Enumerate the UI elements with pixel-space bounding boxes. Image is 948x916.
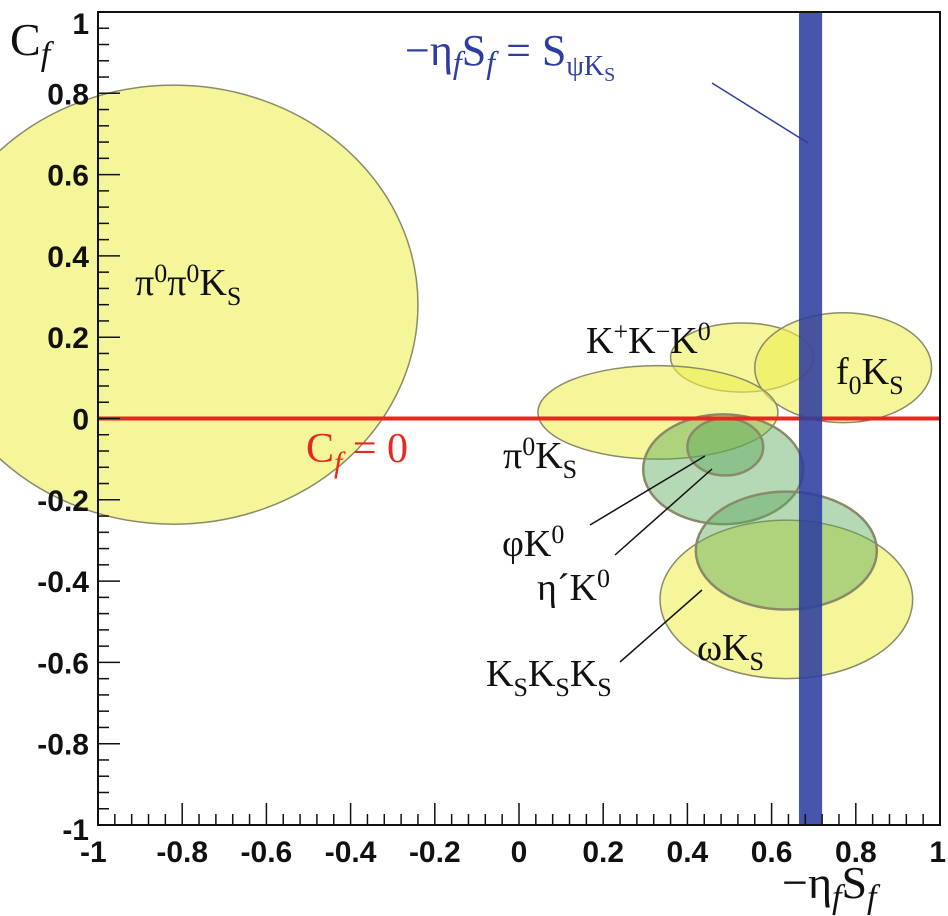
ellipse-φK0	[686, 417, 765, 477]
band-label-pointer	[711, 82, 809, 144]
x-tick-label: -0.6	[241, 836, 293, 869]
ellipse-π0π0KS	[0, 84, 419, 525]
y-tick-label: -0.4	[37, 566, 89, 599]
y-tick-label: 0.4	[47, 241, 89, 274]
y-tick-label: -1	[62, 814, 89, 847]
x-tick-label: -0.8	[156, 836, 208, 869]
label-omegaks: ωKS	[697, 627, 764, 676]
x-tick-label: 0.6	[751, 836, 793, 869]
x-tick-label: 1	[929, 836, 946, 869]
label-phik0: φK0	[502, 520, 564, 565]
ellipse-KSKSKS	[694, 490, 879, 611]
y-tick-label: 0.6	[47, 160, 89, 193]
label-band: −ηfSf = SψKS	[405, 26, 615, 86]
x-tick-label: -0.4	[325, 836, 377, 869]
tick-label-layer: -1 -0.8 -0.6 -0.4 -0.2 0 0.2 0.4 0.6 0.8 1 -1 -0.8 -0…	[37, 8, 946, 869]
label-f0ks: f0KS	[836, 351, 904, 400]
label-cf-zero: Cf = 0	[306, 426, 408, 479]
band-layer	[98, 12, 940, 825]
y-tick-label: -0.8	[37, 729, 89, 762]
y-tick-label: 0.2	[47, 322, 89, 355]
phik0-pointer	[589, 455, 706, 526]
x-tick-label: 0	[511, 836, 528, 869]
y-tick-label: -0.6	[37, 647, 89, 680]
y-tick-label: -0.2	[37, 485, 89, 518]
y-tick-label: 0.8	[47, 78, 89, 111]
x-tick-label: 0.4	[667, 836, 709, 869]
axes-layer	[97, 11, 941, 826]
y-tick-label: 1	[72, 8, 89, 41]
label-ksksks: KSKSKS	[486, 653, 612, 702]
x-tick-label: 0.2	[582, 836, 624, 869]
label-etapk0: η´K0	[537, 564, 610, 609]
x-tick-label: 0.8	[835, 836, 877, 869]
y-tick-label: 0	[72, 404, 89, 437]
band-s-psi-ks	[798, 12, 823, 825]
x-axis-title: −ηfSf	[782, 857, 881, 916]
ellipse-layer	[0, 84, 933, 680]
ellipse-π0KS	[537, 364, 779, 460]
y-axis-title: Cf	[10, 14, 55, 73]
ellipse-ωKS	[659, 519, 914, 680]
label-pi0ks: π0KS	[503, 432, 577, 484]
x-tick-label: -0.2	[409, 836, 461, 869]
x-tick-label: -1	[80, 836, 107, 869]
ksksks-pointer	[619, 589, 703, 663]
etapk0-pointer	[614, 468, 713, 556]
label-pi0pi0ks: π0π0KS	[135, 259, 241, 311]
label-kkk: K+K−K0	[586, 317, 711, 362]
